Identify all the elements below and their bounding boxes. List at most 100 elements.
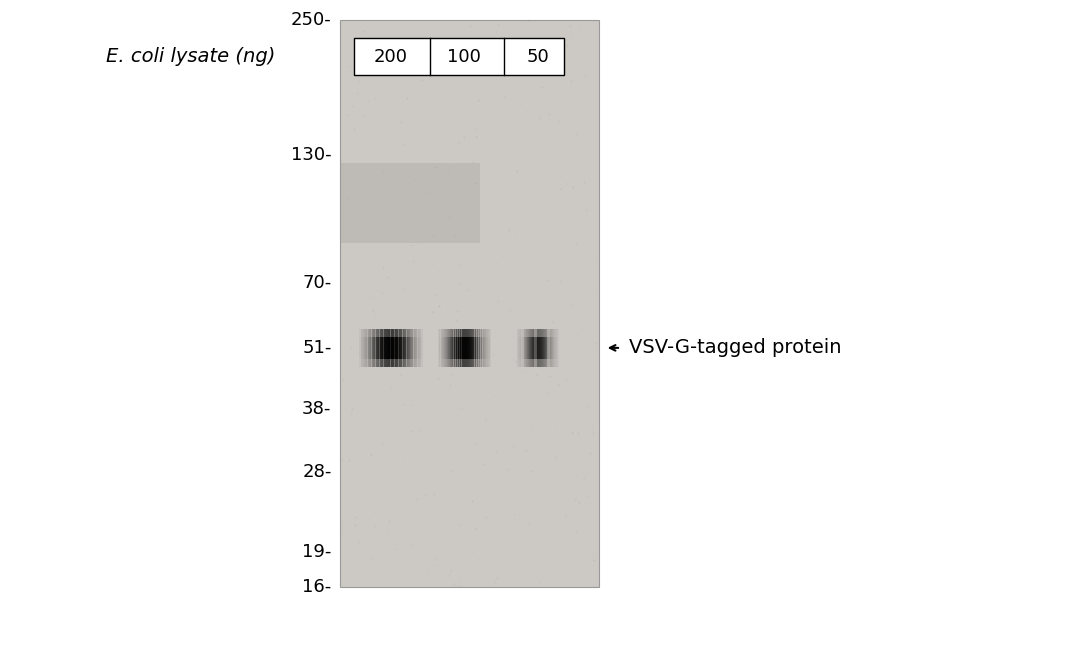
Bar: [440, 337, 441, 359]
Bar: [478, 337, 480, 359]
Bar: [386, 329, 387, 367]
Bar: [391, 337, 393, 359]
Bar: [368, 329, 369, 367]
Bar: [458, 337, 459, 359]
Bar: [463, 337, 464, 359]
Bar: [413, 337, 415, 359]
Bar: [407, 329, 408, 367]
Bar: [374, 337, 376, 359]
Bar: [474, 337, 476, 359]
Bar: [363, 329, 364, 367]
Bar: [458, 329, 459, 367]
Bar: [461, 329, 462, 367]
Bar: [375, 329, 376, 367]
Bar: [464, 337, 465, 359]
Bar: [389, 337, 390, 359]
Bar: [440, 329, 441, 367]
Bar: [443, 329, 444, 367]
Bar: [421, 329, 423, 367]
Bar: [397, 337, 400, 359]
Bar: [459, 329, 460, 367]
Bar: [364, 329, 366, 367]
Bar: [415, 337, 416, 359]
Bar: [444, 337, 445, 359]
Text: 38-: 38-: [302, 400, 332, 418]
Bar: [476, 329, 477, 367]
Bar: [360, 329, 361, 367]
Bar: [391, 329, 393, 367]
Bar: [442, 337, 443, 359]
Bar: [441, 329, 442, 367]
Bar: [450, 329, 451, 367]
Bar: [453, 337, 454, 359]
Bar: [417, 337, 418, 359]
Bar: [469, 329, 470, 367]
Bar: [415, 329, 417, 367]
Bar: [461, 329, 462, 367]
Bar: [417, 329, 418, 367]
Text: 28-: 28-: [302, 462, 332, 480]
Bar: [360, 337, 361, 359]
Bar: [373, 337, 374, 359]
Bar: [389, 329, 390, 367]
Bar: [451, 329, 453, 367]
Bar: [488, 337, 489, 359]
Bar: [482, 329, 483, 367]
Bar: [390, 337, 391, 359]
Text: 200: 200: [374, 48, 408, 65]
Bar: [447, 337, 448, 359]
Bar: [406, 329, 408, 367]
Bar: [397, 337, 399, 359]
Bar: [418, 337, 420, 359]
Bar: [409, 337, 410, 359]
Bar: [474, 337, 475, 359]
Bar: [460, 337, 461, 359]
Text: VSV-G-tagged protein: VSV-G-tagged protein: [629, 338, 841, 358]
Bar: [370, 337, 372, 359]
Bar: [456, 329, 458, 367]
Bar: [397, 329, 399, 367]
Bar: [421, 337, 422, 359]
Bar: [386, 329, 388, 367]
Bar: [478, 329, 480, 367]
Bar: [476, 337, 477, 359]
Bar: [480, 329, 481, 367]
Bar: [409, 329, 410, 367]
Bar: [368, 337, 369, 359]
Bar: [472, 329, 473, 367]
Text: 51-: 51-: [302, 339, 332, 357]
Bar: [397, 329, 400, 367]
Bar: [364, 329, 365, 367]
Bar: [443, 337, 444, 359]
Bar: [383, 337, 384, 359]
Bar: [471, 337, 472, 359]
Bar: [401, 329, 402, 367]
Bar: [362, 329, 364, 367]
Bar: [473, 337, 474, 359]
Bar: [416, 329, 418, 367]
Bar: [468, 329, 469, 367]
Bar: [405, 329, 406, 367]
Text: 50: 50: [526, 48, 550, 65]
Bar: [470, 329, 471, 367]
Bar: [484, 337, 485, 359]
Bar: [413, 337, 414, 359]
Bar: [376, 337, 377, 359]
Bar: [400, 329, 401, 367]
Bar: [390, 329, 391, 367]
Bar: [454, 337, 455, 359]
Bar: [461, 337, 462, 359]
Bar: [366, 337, 367, 359]
Bar: [404, 329, 406, 367]
Bar: [461, 337, 462, 359]
Bar: [460, 337, 461, 359]
Bar: [476, 329, 477, 367]
Bar: [489, 337, 491, 359]
Bar: [485, 329, 486, 367]
Bar: [480, 337, 481, 359]
Bar: [482, 337, 483, 359]
Bar: [470, 337, 471, 359]
Bar: [413, 329, 414, 367]
Bar: [393, 329, 394, 367]
Bar: [451, 337, 453, 359]
